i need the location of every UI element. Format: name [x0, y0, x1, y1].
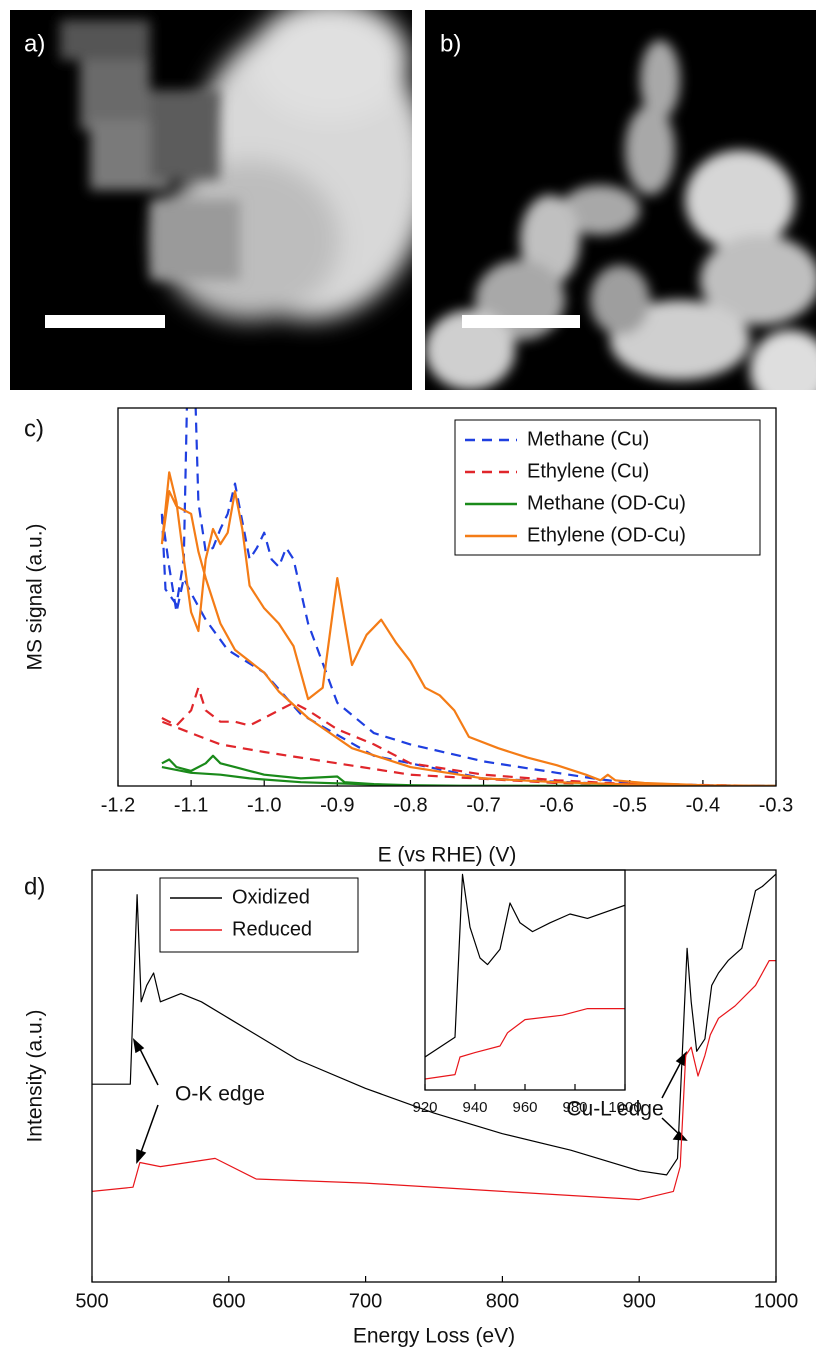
x-tick-label: -0.7	[466, 794, 500, 816]
chart-0: -1.2 -1.1 -1.0 -0.9 -0.8 -0.7 -0.6 -0.5 -0.4 -0.3…	[24, 407, 793, 867]
series-line	[92, 960, 776, 1201]
legend-label: Methane (Cu)	[527, 428, 649, 450]
panel-label: c)	[24, 415, 44, 442]
legend-box	[454, 419, 761, 556]
x-tick-label: -0.4	[686, 794, 720, 816]
series-line	[160, 471, 776, 786]
panel-label: a)	[24, 30, 45, 57]
panel-label: b)	[440, 30, 461, 57]
x-tick-label: -0.8	[393, 794, 427, 816]
scale-bar	[45, 315, 165, 328]
x-tick-label: -0.5	[613, 794, 647, 816]
scale-bar	[462, 315, 580, 328]
x-axis-label: E (vs RHE) (V)	[378, 844, 517, 867]
series-line	[160, 408, 776, 786]
annotation: Cu-L edge	[566, 1098, 663, 1121]
chart-1: 500 600 700 800 900 1000 Energy Loss (eV) Inten…	[24, 869, 799, 1348]
panel-label: d)	[24, 873, 45, 900]
legend-box	[159, 877, 359, 953]
legend-label: Oxidized	[232, 886, 310, 908]
x-tick-label: -1.0	[247, 794, 281, 816]
x-tick-label: 600	[212, 1290, 245, 1312]
series-line	[161, 686, 776, 786]
x-tick-label: 700	[349, 1290, 382, 1312]
x-tick-label: 900	[623, 1290, 656, 1312]
series-line	[161, 754, 776, 786]
x-tick-label: 500	[75, 1290, 108, 1312]
micrograph-a	[10, 10, 412, 390]
x-tick-label: -0.3	[759, 794, 793, 816]
x-tick-label: -0.6	[539, 794, 573, 816]
y-axis-label: Intensity (a.u.)	[24, 1009, 47, 1142]
legend-label: Ethylene (Cu)	[527, 460, 649, 482]
x-tick-label: -0.9	[320, 794, 354, 816]
x-tick-label: 1000	[608, 1099, 641, 1116]
x-tick-label: 800	[486, 1290, 519, 1312]
x-tick-label: 940	[462, 1099, 487, 1116]
x-tick-label: -1.2	[101, 794, 135, 816]
series-line	[425, 1008, 625, 1080]
chart-2: 920 940 960 980 1000	[412, 869, 642, 1116]
x-tick-label: 920	[412, 1099, 437, 1116]
x-axis-label: Energy Loss (eV)	[353, 1325, 515, 1348]
legend-label: Methane (OD-Cu)	[527, 492, 686, 514]
legend-label: Ethylene (OD-Cu)	[527, 524, 686, 546]
legend-label: Reduced	[232, 918, 312, 940]
series-line	[425, 873, 625, 1058]
series-line	[92, 873, 776, 1176]
y-axis-label: MS signal (a.u.)	[24, 523, 47, 670]
x-tick-label: -1.1	[174, 794, 208, 816]
annotation: O-K edge	[175, 1083, 265, 1106]
plot-frame	[117, 407, 777, 787]
plot-frame	[424, 869, 626, 1091]
micrograph-b	[425, 10, 816, 390]
x-tick-label: 960	[512, 1099, 537, 1116]
x-tick-label: 980	[562, 1099, 587, 1116]
x-tick-label: 1000	[754, 1290, 799, 1312]
